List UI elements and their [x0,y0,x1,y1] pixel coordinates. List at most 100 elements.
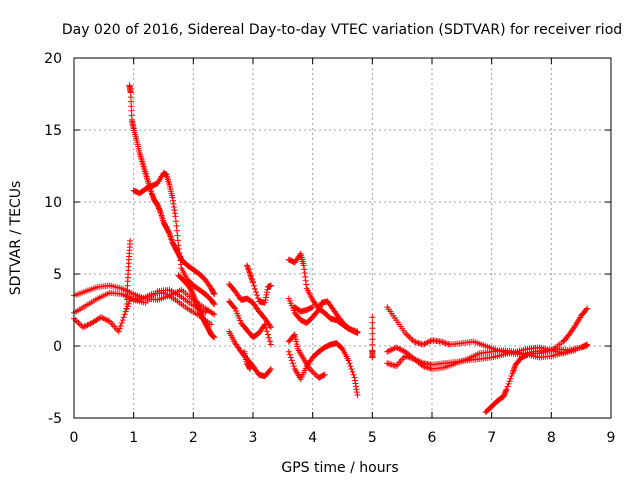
data-point-arc-p [321,371,328,378]
data-point-arc-g [211,334,218,341]
data-point-arc-p [308,367,315,374]
plot-frame [73,57,612,419]
y-tick-label: -5 [48,411,62,427]
data-point-arc-o [286,351,293,358]
data-point-arc-o [346,360,353,367]
data-point-arc-t [584,343,591,349]
data-point-arc-t [390,345,397,352]
data-point-arc-k [250,282,257,289]
data-point-arc-s [406,334,413,341]
data-point-arc-t [387,347,394,354]
data-point-arc-s [405,332,412,339]
data-point-arc-v [506,378,513,385]
data-points [71,82,591,416]
data-point-arc-v [583,306,590,313]
x-axis-label: GPS time / hours [281,460,398,476]
data-point-arc-k [253,292,260,299]
data-point-arc-c [103,317,110,324]
data-point-arc-s [426,338,433,345]
x-ticks: 0 1 2 3 4 5 6 7 8 9 [70,58,616,446]
data-point-arc-c [119,317,126,324]
data-point-arc-c [97,314,104,321]
data-point-arc-r [369,314,376,321]
x-tick-label: 1 [129,430,138,446]
data-point-arc-s [403,331,410,338]
data-point-arc-k [252,289,259,295]
data-point-arc-o [349,368,356,375]
data-point-arc-o [354,391,361,398]
data-point-arc-o [347,363,354,370]
data-point-arc-s [423,340,430,347]
data-point-arc-d [211,291,218,298]
x-tick-label: 2 [189,430,198,446]
data-point-arc-v [508,373,515,379]
data-point-arc-k [250,279,256,286]
data-point-arc-v [503,386,510,393]
data-point-arc-t [384,348,391,355]
x-tick-label: 7 [487,430,496,446]
data-point-arc-i [261,321,268,328]
x-tick-label: 3 [249,430,258,446]
data-point-arc-c [75,319,82,326]
data-point-arc-c [81,323,88,330]
data-point-arc-r [369,354,376,361]
data-point-arc-o [290,363,297,370]
data-point-arc-c [99,314,106,321]
grid-lines [74,58,611,418]
data-point-arc-o [289,360,296,367]
data-point-arc-c [115,328,122,335]
data-point-arc-t [388,346,395,353]
data-point-arc-t [396,345,403,352]
data-point-arc-i [264,331,271,338]
data-point-arc-f [127,237,134,244]
data-point-arc-n [354,330,361,337]
x-tick-label: 8 [547,430,556,446]
data-point-arc-c [121,311,128,318]
data-point-arc-c [82,322,89,329]
data-point-arc-s [408,335,415,342]
data-point-arc-k [251,285,258,292]
y-tick-label: 10 [44,195,62,211]
data-point-arc-i [267,341,274,348]
data-point-arc-k [254,295,261,302]
data-point-arc-h [266,322,273,329]
data-point-arc-s [421,340,428,347]
y-axis-label: SDTVAR / TECUs [8,181,24,296]
y-tick-label: 15 [44,123,62,139]
data-point-arc-q [309,304,316,311]
y-tick-label: 5 [53,267,62,283]
y-tick-label: 20 [44,51,62,67]
data-point-arc-c [76,321,83,328]
x-tick-label: 9 [607,430,616,446]
data-point-arc-r [369,330,376,337]
data-point-arc-v [571,324,578,331]
data-point-arc-r [369,341,376,348]
data-point-arc-i [263,328,270,335]
data-point-arc-s [402,330,409,337]
data-point-arc-i [266,338,273,345]
data-point-arc-e [211,301,218,308]
data-point-arc-t [394,345,401,352]
data-point-arc-c [79,324,86,331]
data-point-arc-c [118,319,125,326]
data-point-arc-a [211,311,218,318]
y-ticks: -5 0 5 10 15 20 [44,51,611,427]
x-tick-label: 6 [428,430,437,446]
data-point-arc-j [267,366,274,373]
data-point-arc-l [247,366,254,373]
data-point-arc-o [350,371,357,378]
data-point-arc-o [287,354,294,361]
data-point-arc-t [385,348,392,355]
data-point-arc-o [288,357,295,364]
data-point-arc-k [267,282,274,289]
data-point-arc-p [309,368,316,375]
data-point-arc-p [306,366,313,373]
data-point-arc-v [504,383,511,390]
data-point-arc-v [584,305,591,312]
data-point-arc-c [117,322,124,329]
data-point-arc-c [84,322,91,329]
data-point-arc-p [311,370,318,377]
data-point-arc-o [345,357,352,364]
data-point-arc-s [424,339,431,346]
